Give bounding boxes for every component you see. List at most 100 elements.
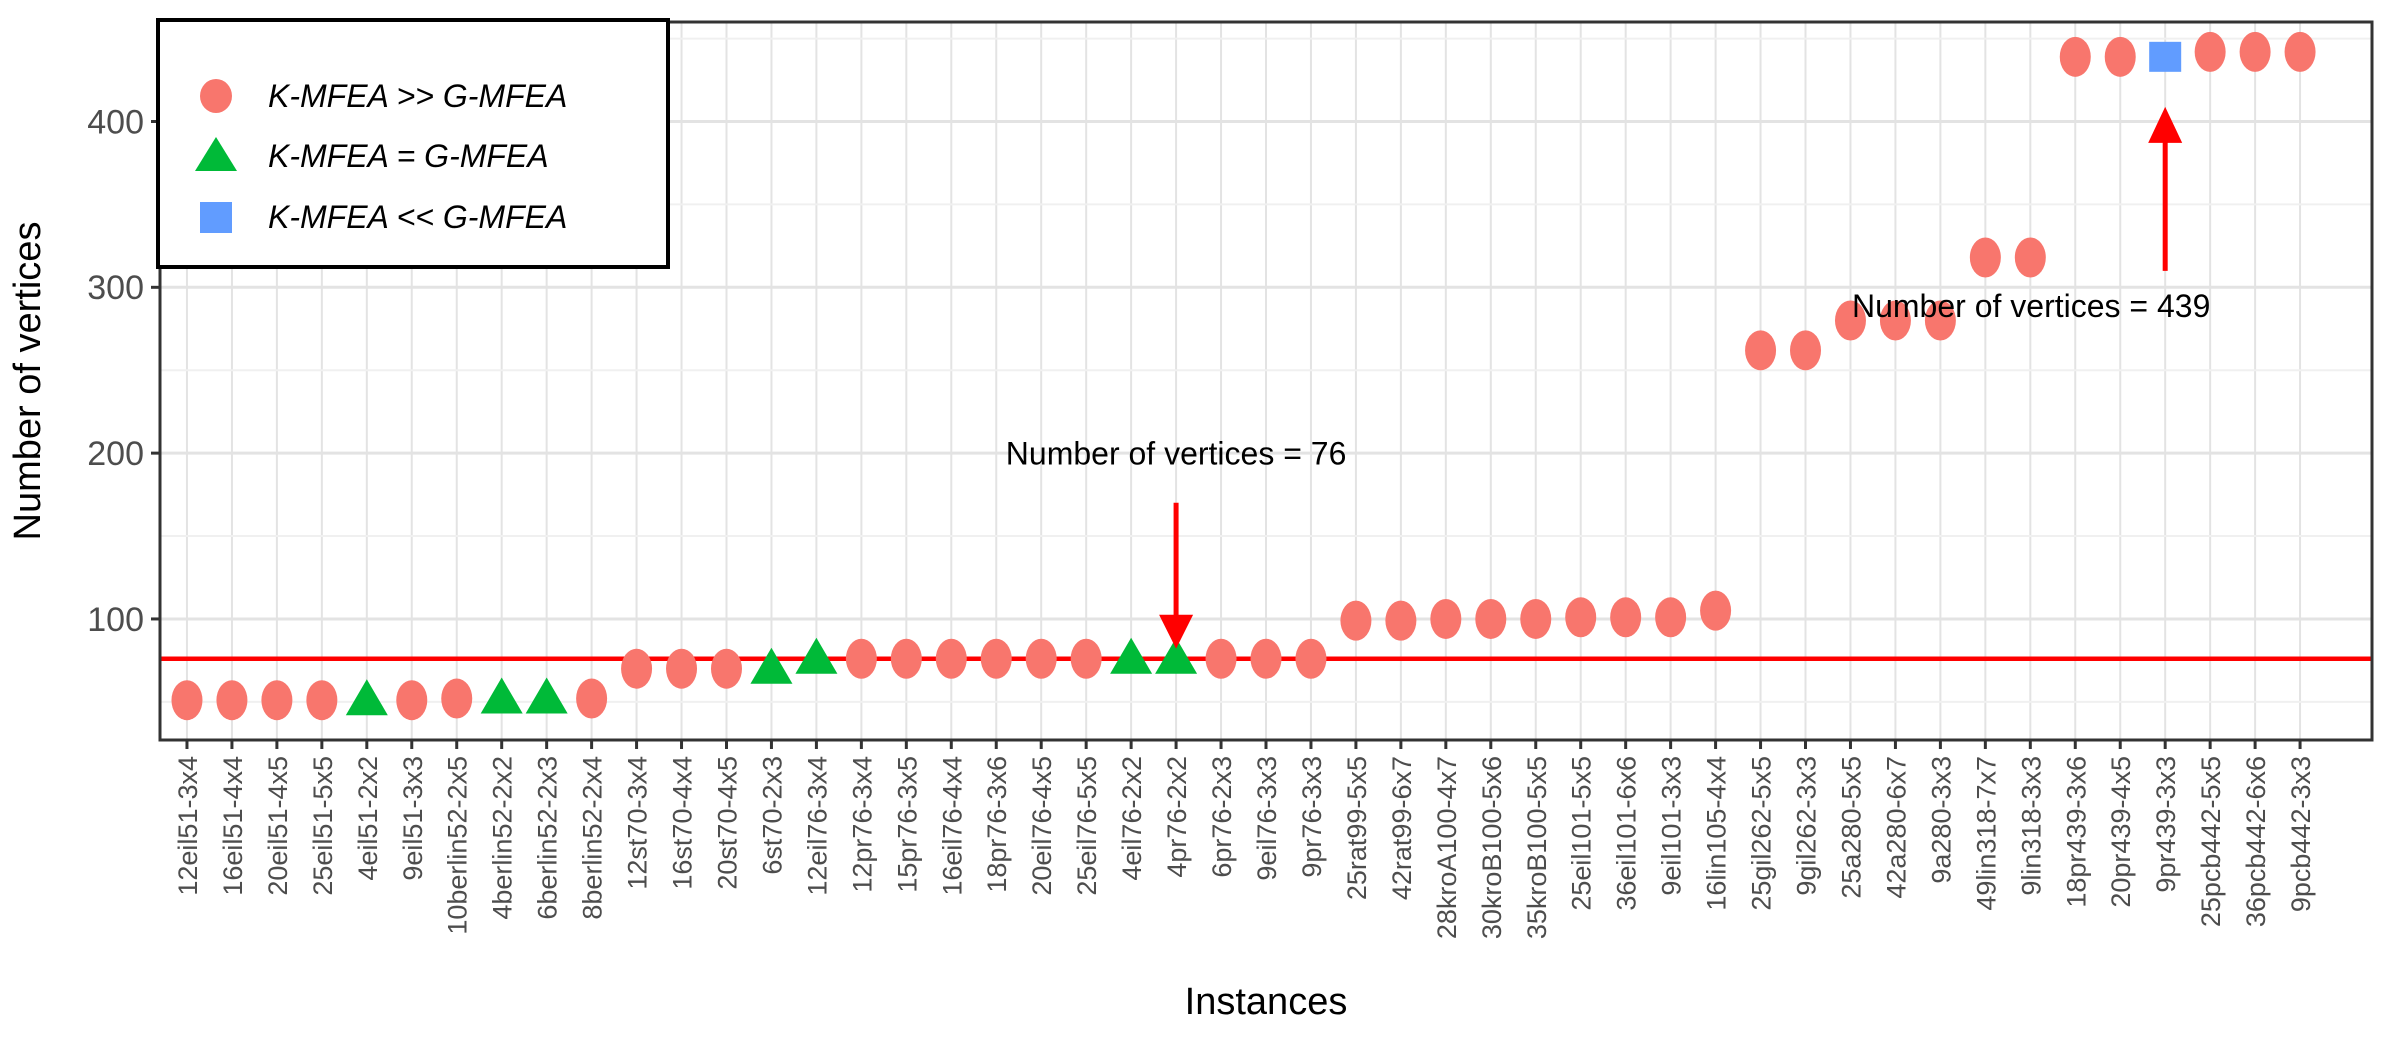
data-point-25eil51-5x5 [306,680,338,721]
data-point-16st70-4x4 [666,648,698,689]
data-point-12eil76-3x4 [795,637,838,674]
x-tick-label: 9a280-3x3 [1926,756,1956,884]
data-point-25gil262-5x5 [1745,330,1777,371]
data-point-25pcb442-5x5 [2194,31,2226,72]
data-point-18pr76-3x6 [980,638,1012,679]
arrow-down-icon [1159,614,1194,649]
data-point-12eil51-3x4 [171,680,203,721]
legend-box [156,18,670,269]
data-point-4eil76-2x2 [1110,637,1153,674]
annotation-text: Number of vertices = 439 [1852,288,2210,324]
data-point-25eil76-5x5 [1070,638,1102,679]
x-tick-label: 6pr76-2x3 [1207,756,1237,878]
data-point-10berlin52-2x5 [441,678,473,719]
x-tick-label: 9eil51-3x3 [398,756,428,881]
data-point-8berlin52-2x4 [576,678,608,719]
x-tick-label: 18pr439-3x6 [2061,756,2091,908]
data-point-36pcb442-6x6 [2239,31,2271,72]
x-tick-label: 12pr76-3x4 [847,756,877,893]
data-point-4berlin52-2x2 [480,677,523,714]
x-tick-label: 6st70-2x3 [757,756,787,875]
x-tick-label: 20eil51-4x5 [263,756,293,896]
data-point-9eil51-3x3 [396,680,428,721]
data-point-25a280-5x5 [1834,300,1866,341]
arrow-up-icon [2148,106,2183,143]
x-tick-label: 16eil76-4x4 [937,756,967,896]
x-tick-label: 42rat99-6x7 [1387,756,1417,900]
data-point-20eil51-4x5 [261,680,293,721]
legend-label: K-MFEA >> G-MFEA [268,78,567,114]
x-tick-label: 20st70-4x5 [712,756,742,890]
data-point-20pr439-4x5 [2104,36,2136,77]
data-point-36eil101-6x6 [1610,597,1642,638]
data-point-9pr76-3x3 [1295,638,1327,679]
x-tick-label: 6berlin52-2x3 [533,756,563,920]
x-tick-label: 16lin105-4x4 [1702,756,1732,911]
legend-triangle-marker [195,137,237,171]
x-tick-label: 18pr76-3x6 [982,756,1012,893]
x-tick-label: 9lin318-3x3 [2016,756,2046,896]
x-tick-label: 4eil76-2x2 [1117,756,1147,881]
x-tick-label: 9pr439-3x3 [2151,756,2181,893]
data-point-35kroB100-5x5 [1520,598,1552,639]
data-point-9eil101-3x3 [1655,597,1687,638]
data-point-9a280-3x3 [1924,300,1956,341]
x-tick-label: 30kroB100-5x6 [1477,756,1507,939]
x-tick-label: 15pr76-3x5 [892,756,922,893]
x-tick-label: 9pcb442-3x3 [2286,756,2316,912]
data-point-6st70-2x3 [750,647,793,684]
data-point-18pr439-3x6 [2059,36,2091,77]
data-point-16eil51-4x4 [216,680,248,721]
x-tick-label: 25pcb442-5x5 [2196,756,2226,927]
data-point-12pr76-3x4 [845,638,877,679]
data-point-28kroA100-4x7 [1430,598,1462,639]
data-point-9gil262-3x3 [1790,330,1822,371]
x-tick-label: 25eil101-5x5 [1567,756,1597,911]
data-point-25rat99-5x5 [1340,600,1372,641]
data-point-9lin318-3x3 [2014,237,2046,278]
x-tick-label: 10berlin52-2x5 [443,756,473,935]
x-tick-label: 9eil101-3x3 [1657,756,1687,896]
x-tick-label: 4berlin52-2x2 [488,756,518,920]
y-tick-label: 100 [87,601,144,639]
data-point-25eil101-5x5 [1565,597,1597,638]
x-tick-label: 4pr76-2x2 [1162,756,1192,878]
x-tick-label: 12eil51-3x4 [173,756,203,896]
data-point-16lin105-4x4 [1700,590,1732,631]
data-point-30kroB100-5x6 [1475,598,1507,639]
x-tick-label: 25gil262-5x5 [1747,756,1777,911]
x-tick-label: 20pr439-4x5 [2106,756,2136,908]
data-point-42rat99-6x7 [1385,600,1417,641]
x-tick-label: 25rat99-5x5 [1342,756,1372,900]
x-tick-label: 36eil101-6x6 [1612,756,1642,911]
x-tick-label: 28kroA100-4x7 [1432,756,1462,939]
x-tick-label: 9pr76-3x3 [1297,756,1327,878]
x-tick-label: 25eil51-5x5 [308,756,338,896]
x-tick-label: 9gil262-3x3 [1792,756,1822,896]
y-axis-title: Number of vertices [7,222,49,541]
data-point-4pr76-2x2 [1155,637,1198,674]
x-tick-label: 36pcb442-6x6 [2241,756,2271,927]
x-tick-label: 20eil76-4x5 [1027,756,1057,896]
x-tick-label: 9eil76-3x3 [1252,756,1282,881]
data-point-6pr76-2x3 [1205,638,1237,679]
data-point-42a280-6x7 [1879,300,1911,341]
legend-circle-marker [200,79,232,113]
data-point-12st70-3x4 [621,648,653,689]
data-point-6berlin52-2x3 [525,677,568,714]
data-point-9eil76-3x3 [1250,638,1282,679]
y-tick-label: 300 [87,269,144,307]
x-tick-label: 25a280-5x5 [1836,756,1866,899]
x-tick-label: 49lin318-7x7 [1971,756,2001,911]
x-tick-label: 8berlin52-2x4 [578,756,608,920]
data-point-4eil51-2x2 [345,679,388,716]
legend-square-marker [200,202,232,233]
data-point-9pr439-3x3 [2149,41,2182,72]
data-point-15pr76-3x5 [890,638,922,679]
x-tick-label: 35kroB100-5x5 [1522,756,1552,939]
legend-label: K-MFEA = G-MFEA [268,138,549,174]
data-point-20st70-4x5 [710,648,742,689]
x-tick-label: 16st70-4x4 [668,756,698,890]
